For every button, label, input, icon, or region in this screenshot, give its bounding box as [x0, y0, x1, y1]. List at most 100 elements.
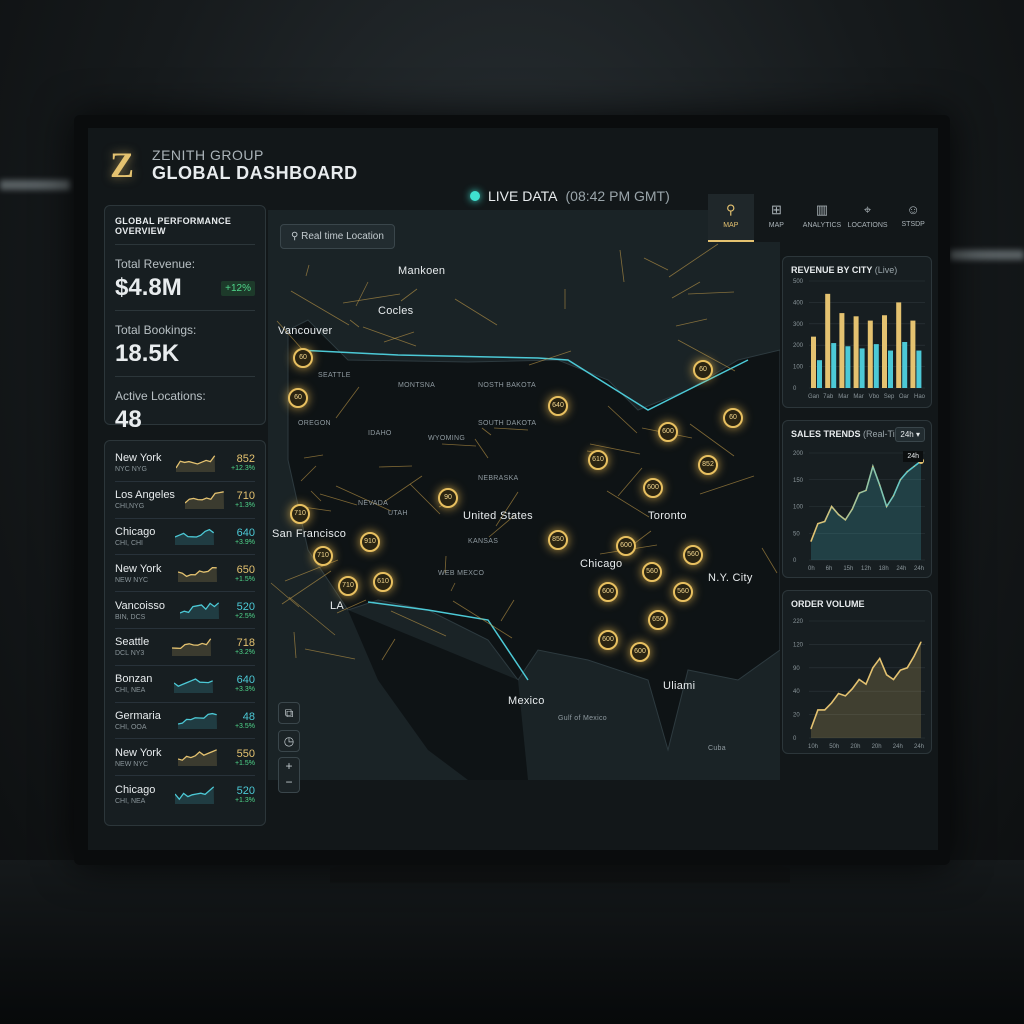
- city-code: BIN, DCS: [115, 613, 146, 621]
- city-code: CHI,NYG: [115, 503, 145, 511]
- kpi-label: Active Locations:: [115, 389, 206, 403]
- location-pin[interactable]: 560: [683, 545, 703, 565]
- city-list-item[interactable]: Vancoisso BIN, DCS 520 +2.5%: [115, 592, 255, 629]
- city-list-item[interactable]: New York NEW NYC 550 +1.5%: [115, 739, 255, 777]
- city-list-item[interactable]: Germaria CHI, OOA 48 +3.5%: [115, 703, 255, 740]
- road-line: [452, 600, 513, 639]
- location-pin[interactable]: 610: [588, 450, 608, 470]
- location-pin[interactable]: 710: [313, 546, 333, 566]
- sparkline-line: [178, 567, 217, 578]
- city-list-item[interactable]: Seattle DCL NY3 718 +3.2%: [115, 629, 255, 666]
- city-list-item[interactable]: Chicago CHI, CHI 640 +3.9%: [115, 519, 255, 556]
- location-pin[interactable]: 600: [630, 642, 650, 662]
- location-pin[interactable]: 850: [548, 530, 568, 550]
- road-line: [689, 423, 735, 457]
- data-point: [892, 495, 895, 497]
- tab-locations[interactable]: ⌖ LOCATIONS: [845, 194, 891, 242]
- city-list-item[interactable]: New York NYC NYG 852 +12.3%: [115, 445, 255, 482]
- location-pin[interactable]: 560: [642, 562, 662, 582]
- bar: [853, 316, 859, 388]
- tab-stsdp[interactable]: ☺ STSDP: [890, 194, 936, 242]
- road-line: [300, 465, 317, 482]
- data-point: [831, 505, 833, 508]
- y-tick-label: 50: [793, 531, 800, 537]
- location-pin[interactable]: 90: [438, 488, 458, 508]
- location-pin[interactable]: 600: [658, 422, 678, 442]
- history-clock-button[interactable]: ◷: [278, 730, 300, 752]
- location-pin[interactable]: 910: [360, 532, 380, 552]
- tab-map[interactable]: ⚲ MAP: [708, 194, 754, 242]
- location-pin[interactable]: 852: [698, 455, 718, 475]
- tab-map[interactable]: ⊞ MAP: [754, 194, 800, 242]
- location-pin[interactable]: 650: [648, 610, 668, 630]
- y-tick-label: 150: [793, 478, 804, 484]
- data-point: [879, 657, 881, 660]
- desk: [0, 860, 1024, 1024]
- range-dropdown[interactable]: 24h ▾: [895, 427, 925, 442]
- data-point: [879, 484, 881, 486]
- map-label: SOUTH DAKOTA: [478, 420, 537, 427]
- location-pin[interactable]: 60: [293, 348, 313, 368]
- location-pin[interactable]: 560: [673, 582, 693, 602]
- data-point: [831, 702, 833, 704]
- location-pin[interactable]: 600: [643, 478, 663, 498]
- x-tick-label: 0h: [808, 566, 815, 572]
- road-line: [668, 243, 719, 278]
- x-tick-label: Oar: [899, 394, 909, 400]
- zoom-controls[interactable]: + −: [278, 757, 300, 793]
- bar-chart-icon: ▥: [815, 202, 829, 217]
- y-tick-label: 300: [793, 322, 804, 328]
- road-line: [495, 491, 519, 527]
- map-label: OREGON: [298, 420, 331, 427]
- map-view[interactable]: ⚲ Real time Location ⧉ ◷ + − Vancouver SEA…: [268, 210, 780, 793]
- location-pin[interactable]: 600: [616, 536, 636, 556]
- road-line: [335, 485, 392, 512]
- road-line: [304, 648, 356, 660]
- x-tick-label: 24h: [893, 744, 903, 750]
- location-pin[interactable]: 710: [338, 576, 358, 596]
- kpi-value: $4.8M: [115, 274, 182, 301]
- location-pin[interactable]: 60: [288, 388, 308, 408]
- location-pin[interactable]: 610: [373, 572, 393, 592]
- road-line: [528, 350, 572, 366]
- zoom-in-button[interactable]: +: [285, 759, 293, 773]
- location-pin[interactable]: 710: [290, 504, 310, 524]
- bar: [859, 348, 865, 388]
- data-point: [851, 688, 853, 690]
- city-list-item[interactable]: Los Angeles CHI,NYG 710 +1.3%: [115, 482, 255, 519]
- data-point: [886, 505, 888, 508]
- city-list-item[interactable]: Bonzan CHI, NEA 640 +3.3%: [115, 666, 255, 703]
- realtime-location-button[interactable]: ⚲ Real time Location: [280, 224, 395, 249]
- city-change: +3.9%: [234, 538, 255, 546]
- city-list-item[interactable]: Chicago CHI, NEA 520 +1.3%: [115, 776, 255, 813]
- data-point: [899, 669, 901, 671]
- x-tick-label: 15h: [843, 566, 853, 572]
- road-line: [607, 405, 638, 434]
- pin-icon: ⚲: [726, 202, 736, 217]
- city-name: Vancoisso: [115, 599, 165, 612]
- nav-tabs: ⚲ MAP ⊞ MAP ▥ ANALYTICS ⌖ LOCATIONS ☺ STSDP: [708, 194, 936, 242]
- location-pin[interactable]: 60: [693, 360, 713, 380]
- sparkline-line: [175, 529, 215, 539]
- bar: [873, 344, 879, 388]
- map-label: KANSAS: [468, 538, 499, 545]
- change-badge: +12%: [221, 280, 255, 296]
- map-label: United States: [463, 510, 533, 522]
- location-pin[interactable]: 600: [598, 582, 618, 602]
- location-pin[interactable]: 640: [548, 396, 568, 416]
- tab-analytics[interactable]: ▥ ANALYTICS: [799, 194, 845, 242]
- zoom-out-button[interactable]: −: [285, 775, 293, 789]
- road-line: [619, 249, 625, 283]
- chart-title: REVENUE BY CITY: [791, 265, 873, 275]
- city-code: NEW NYC: [115, 760, 149, 768]
- logo: Z: [110, 145, 135, 185]
- layers-button[interactable]: ⧉: [278, 702, 300, 724]
- city-list-item[interactable]: New York NEW NYC 650 +1.5%: [115, 555, 255, 593]
- city-list[interactable]: New York NYC NYG 852 +12.3% Los Angeles CHI,…: [104, 440, 266, 826]
- city-value: 640: [236, 674, 255, 687]
- location-pin[interactable]: 60: [723, 408, 743, 428]
- location-pin[interactable]: 600: [598, 630, 618, 650]
- sparkline-area: [177, 714, 217, 730]
- road-line: [493, 427, 529, 431]
- map-label: San Francisco: [272, 528, 347, 540]
